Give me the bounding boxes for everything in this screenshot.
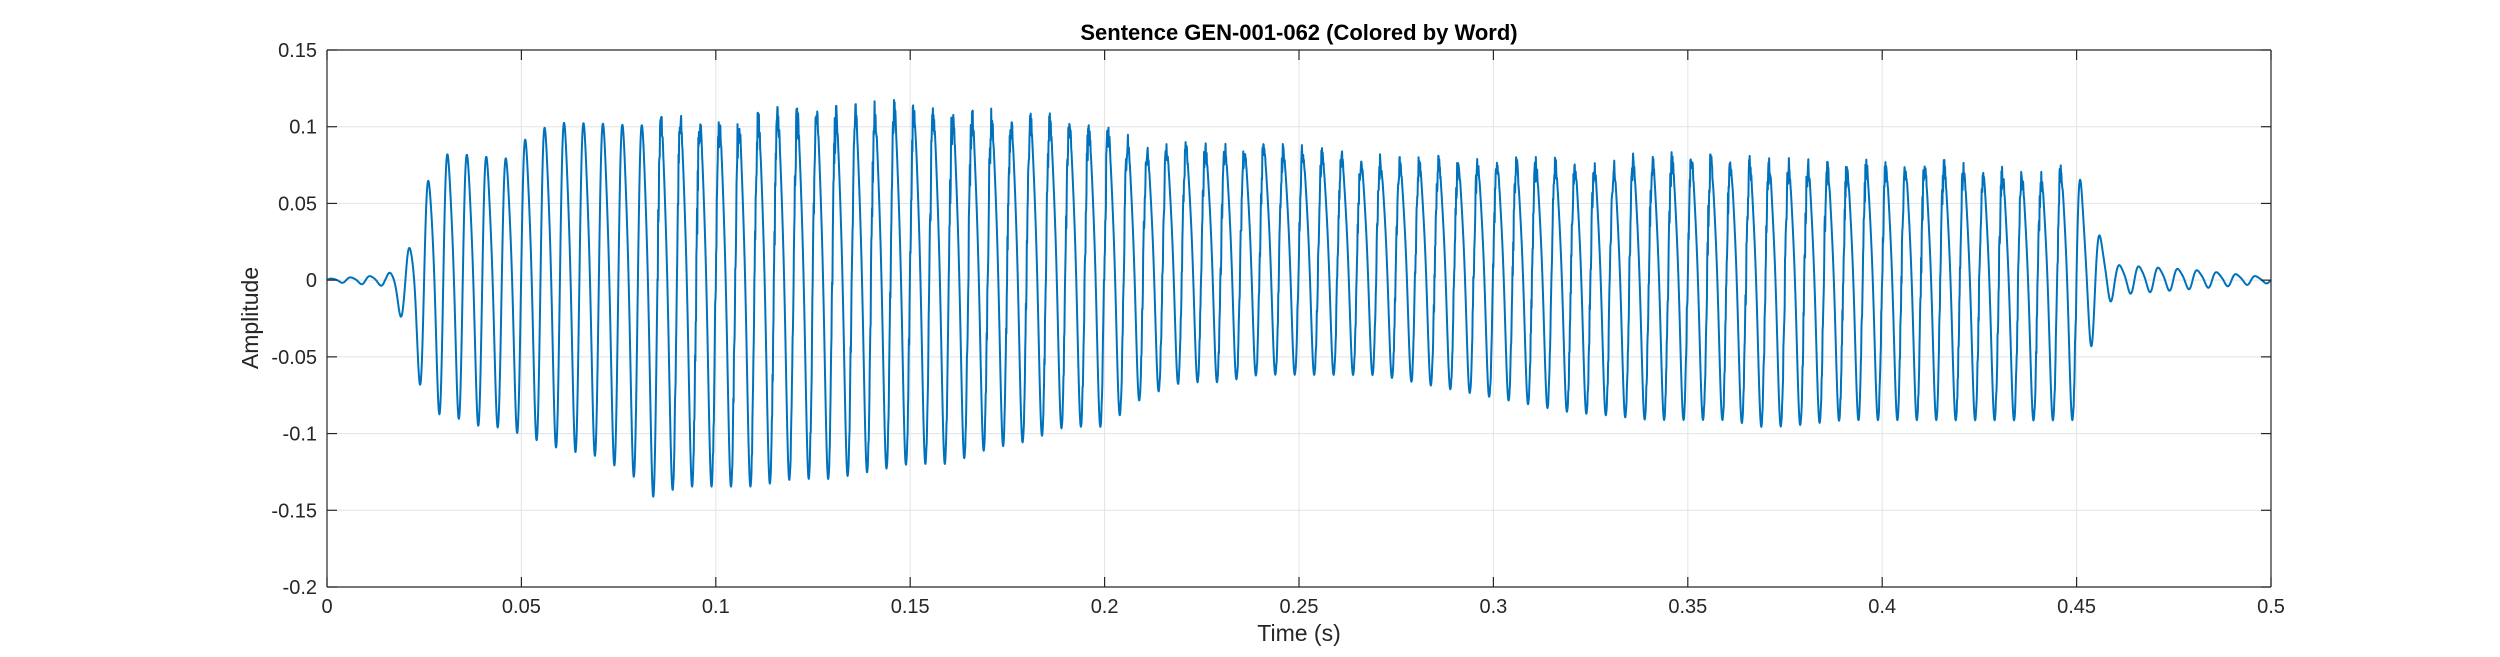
x-tick-label: 0.1 — [702, 596, 730, 618]
y-tick-label: 0 — [306, 270, 317, 292]
y-tick-label: -0.2 — [283, 577, 317, 599]
x-tick-label: 0.2 — [1091, 596, 1119, 618]
plot-area: 0 0.05 0.1 0.15 0.2 0.25 0.3 0.35 0.4 0.45 0.5 -0.… — [271, 40, 2285, 618]
x-axis-label: Time (s) — [1257, 620, 1340, 646]
x-tick-label: 0.25 — [1280, 596, 1319, 618]
y-tick-label: -0.15 — [271, 500, 317, 522]
x-tick-label: 0.45 — [2057, 596, 2096, 618]
y-axis-label: Amplitude — [237, 267, 263, 369]
x-tick-label: 0.3 — [1479, 596, 1507, 618]
x-tick-label: 0.35 — [1668, 596, 1707, 618]
y-tick-label: -0.1 — [283, 424, 317, 446]
y-tick-label: 0.1 — [289, 117, 317, 139]
chart-title: Sentence GEN-001-062 (Colored by Word) — [1080, 20, 1517, 45]
grid-lines — [327, 50, 2271, 587]
x-tick-label: 0.5 — [2257, 596, 2285, 618]
x-tick-label: 0 — [321, 596, 332, 618]
x-tick-label: 0.15 — [891, 596, 930, 618]
y-tick-label: -0.05 — [271, 347, 317, 369]
y-tick-label: 0.05 — [278, 193, 317, 215]
waveform-line — [326, 99, 2272, 498]
x-tick-label: 0.05 — [502, 596, 541, 618]
y-axis-ticks: -0.2 -0.15 -0.1 -0.05 0 0.05 0.1 0.15 — [271, 40, 2271, 599]
x-axis-ticks: 0 0.05 0.1 0.15 0.2 0.25 0.3 0.35 0.4 0.45 0.5 — [321, 50, 2285, 618]
y-tick-label: 0.15 — [278, 40, 317, 62]
x-tick-label: 0.4 — [1868, 596, 1896, 618]
